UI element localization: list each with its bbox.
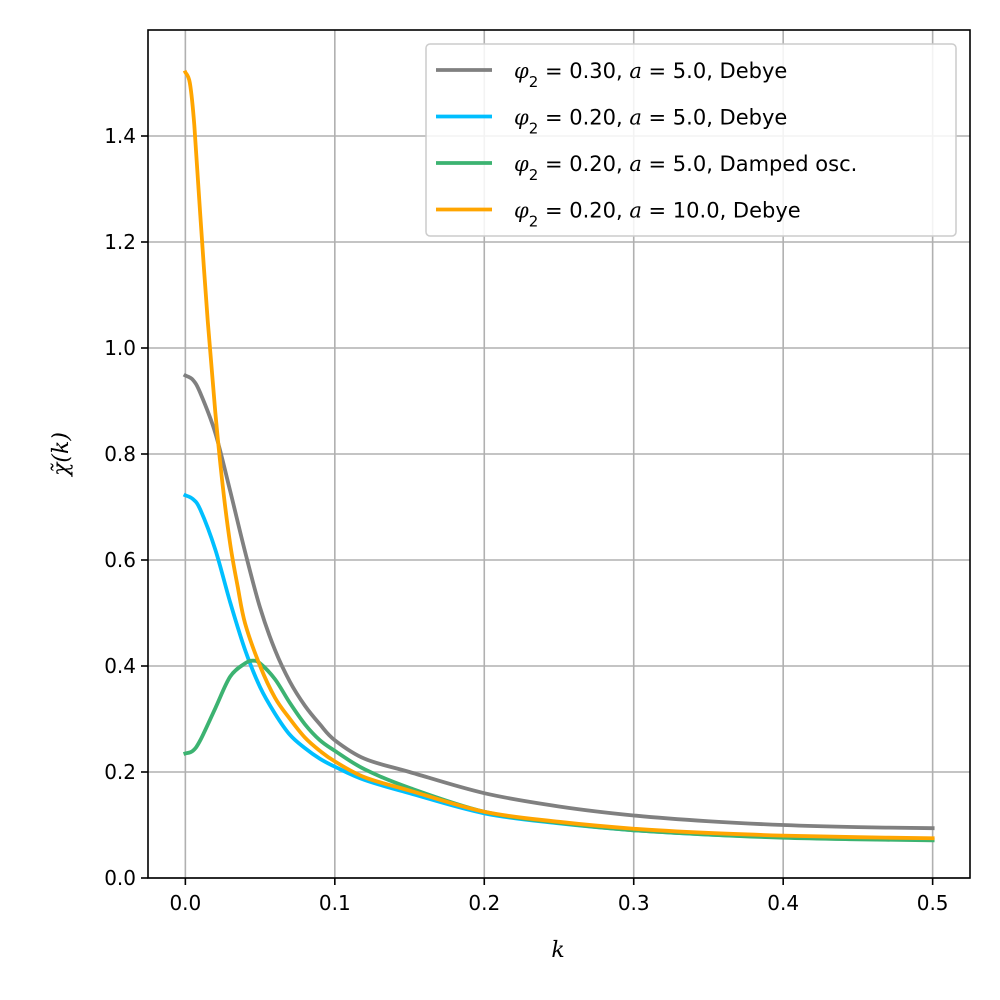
y-axis: 0.0 0.2 0.4 0.6 0.8 1.0 1.2 1.4 — [104, 124, 148, 890]
y-tick-label: 1.0 — [104, 336, 136, 360]
y-tick-label: 1.2 — [104, 230, 136, 254]
y-tick-label: 0.8 — [104, 442, 136, 466]
legend-box — [425, 43, 957, 237]
plot-lines — [182, 69, 935, 843]
legend-entry: φ2 = 0.20, a = 5.0, Damped osc. — [514, 152, 857, 184]
y-tick-label: 0.0 — [104, 866, 136, 890]
series-phi030-a5-debye-line — [182, 372, 935, 831]
y-axis-label: χ̃(k) — [49, 432, 74, 478]
x-tick-label: 0.0 — [169, 891, 201, 915]
y-tick-label: 1.4 — [104, 124, 136, 148]
legend-entry: φ2 = 0.20, a = 10.0, Debye — [514, 199, 801, 231]
x-axis-label: k — [551, 938, 564, 963]
y-tick-label: 0.6 — [104, 548, 136, 572]
y-tick-label: 0.4 — [104, 654, 136, 678]
y-tick-label: 0.2 — [104, 760, 136, 784]
series-phi020-a10-debye-line — [182, 69, 935, 841]
x-tick-label: 0.5 — [917, 891, 949, 915]
x-tick-label: 0.3 — [618, 891, 650, 915]
x-tick-label: 0.1 — [319, 891, 351, 915]
legend: φ2 = 0.30, a = 5.0, Debye φ2 = 0.20, a = … — [425, 43, 957, 237]
legend-entry: φ2 = 0.30, a = 5.0, Debye — [514, 59, 787, 91]
x-tick-label: 0.4 — [767, 891, 799, 915]
x-axis: 0.0 0.1 0.2 0.3 0.4 0.5 — [169, 878, 949, 915]
x-tick-label: 0.2 — [468, 891, 500, 915]
legend-entry: φ2 = 0.20, a = 5.0, Debye — [514, 106, 787, 138]
